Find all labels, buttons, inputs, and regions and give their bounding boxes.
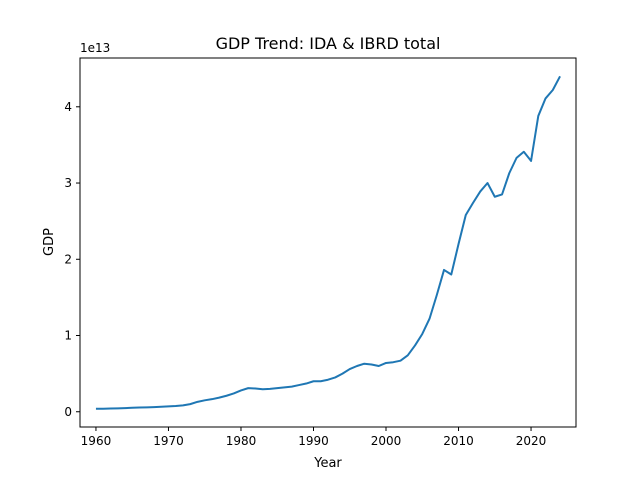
x-tick-label: 2000 [371, 434, 402, 448]
gdp-series-line [95, 75, 561, 410]
y-tick-label: 4 [64, 100, 72, 114]
y-tick-label: 0 [64, 405, 72, 419]
chart-title: GDP Trend: IDA & IBRD total [216, 34, 441, 53]
plot-area [95, 75, 561, 410]
x-tick-label: 1960 [81, 434, 112, 448]
plot-frame [79, 57, 577, 428]
y-axis-label: GDP [42, 228, 57, 256]
x-tick-label: 2020 [516, 434, 547, 448]
y-axis: 0 1 2 3 4 [64, 100, 80, 419]
y-tick-label: 3 [64, 176, 72, 190]
x-tick-label: 1990 [298, 434, 329, 448]
x-axis: 1960 1970 1980 1990 2000 2010 2020 [81, 427, 547, 448]
y-tick-label: 2 [64, 252, 72, 266]
x-axis-label: Year [313, 456, 342, 471]
x-tick-label: 1980 [226, 434, 257, 448]
x-tick-label: 1970 [153, 434, 184, 448]
x-tick-label: 2010 [443, 434, 474, 448]
y-tick-label: 1 [64, 329, 72, 343]
y-scale-label: 1e13 [80, 41, 110, 55]
